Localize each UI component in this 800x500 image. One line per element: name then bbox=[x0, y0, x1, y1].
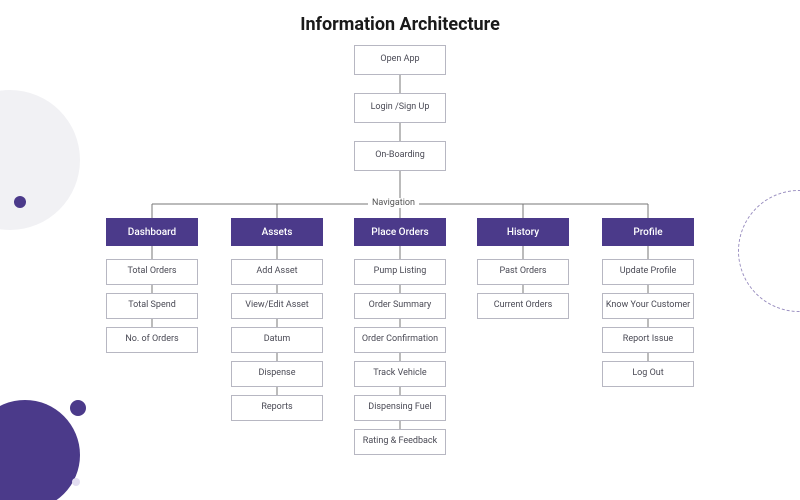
decor-light-circle bbox=[0, 90, 80, 230]
category-box: Place Orders bbox=[354, 218, 446, 246]
child-node: Update Profile bbox=[602, 259, 694, 285]
child-node: Dispense bbox=[231, 361, 323, 387]
child-node: View/Edit Asset bbox=[231, 293, 323, 319]
child-node: Add Asset bbox=[231, 259, 323, 285]
child-node: No. of Orders bbox=[106, 327, 198, 353]
child-node: Current Orders bbox=[477, 293, 569, 319]
connectors-svg bbox=[0, 0, 800, 500]
child-node: Log Out bbox=[602, 361, 694, 387]
child-node: Total Orders bbox=[106, 259, 198, 285]
category-box: History bbox=[477, 218, 569, 246]
child-node: Order Summary bbox=[354, 293, 446, 319]
decor-dot-2 bbox=[70, 400, 86, 416]
decor-dot-1 bbox=[14, 196, 26, 208]
child-node: Pump Listing bbox=[354, 259, 446, 285]
child-node: Report Issue bbox=[602, 327, 694, 353]
child-node: Rating & Feedback bbox=[354, 429, 446, 455]
decor-dot-3 bbox=[72, 478, 80, 486]
child-node: Total Spend bbox=[106, 293, 198, 319]
category-box: Dashboard bbox=[106, 218, 198, 246]
top-node: Open App bbox=[354, 45, 446, 75]
top-node: Login /Sign Up bbox=[354, 93, 446, 123]
child-node: Know Your Customer bbox=[602, 293, 694, 319]
decor-blob bbox=[0, 400, 80, 500]
category-box: Assets bbox=[231, 218, 323, 246]
page-title: Information Architecture bbox=[0, 14, 800, 35]
child-node: Dispensing Fuel bbox=[354, 395, 446, 421]
category-box: Profile bbox=[602, 218, 694, 246]
child-node: Datum bbox=[231, 327, 323, 353]
child-node: Past Orders bbox=[477, 259, 569, 285]
child-node: Track Vehicle bbox=[354, 361, 446, 387]
child-node: Reports bbox=[231, 395, 323, 421]
navigation-label: Navigation bbox=[368, 198, 419, 208]
decor-dashed-circle bbox=[738, 190, 800, 312]
child-node: Order Confirmation bbox=[354, 327, 446, 353]
top-node: On-Boarding bbox=[354, 141, 446, 171]
